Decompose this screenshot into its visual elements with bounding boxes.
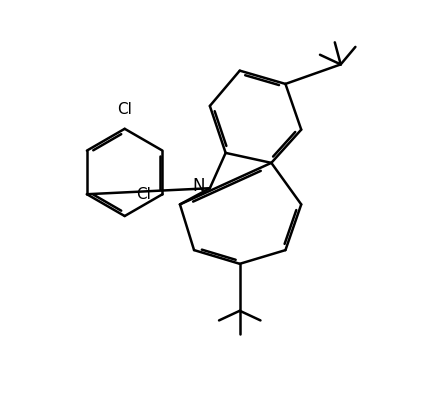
Text: N: N bbox=[192, 177, 205, 195]
Text: Cl: Cl bbox=[136, 187, 151, 202]
Text: Cl: Cl bbox=[117, 102, 132, 117]
